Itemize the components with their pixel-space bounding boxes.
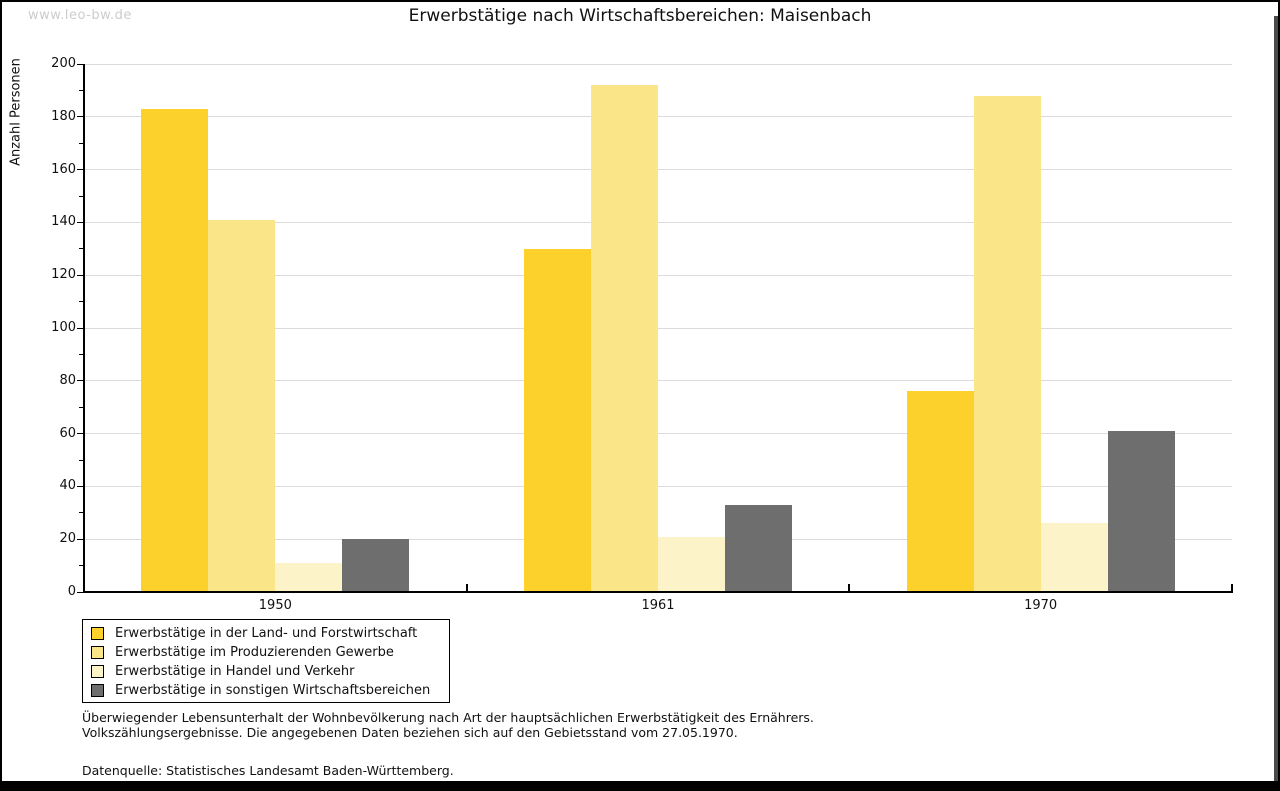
bottom-border-bar — [2, 781, 1278, 789]
footnote-line-2: Volkszählungsergebnisse. Die angegebenen… — [82, 724, 738, 740]
bar-s3-1970 — [1040, 523, 1108, 592]
legend-swatch-icon — [91, 627, 104, 640]
legend-item: Erwerbstätige im Produzierenden Gewerbe — [91, 643, 449, 662]
gridline — [84, 485, 1232, 487]
y-tick-label: 60 — [59, 425, 76, 441]
x-boundary-tick — [465, 584, 468, 591]
footnote-line-1: Überwiegender Lebensunterhalt der Wohnbe… — [82, 710, 814, 725]
y-tick-label: 140 — [51, 214, 76, 230]
bar-s1-1970 — [906, 391, 974, 592]
x-tick-label: 1950 — [258, 598, 292, 613]
y-major-tick — [77, 380, 83, 382]
gridline — [84, 221, 1232, 223]
y-major-tick — [77, 327, 83, 329]
bar-s1-1961 — [524, 248, 591, 592]
gridline — [84, 433, 1232, 435]
y-tick-label: 80 — [59, 372, 76, 388]
x-boundary-tick — [1231, 584, 1233, 591]
bar-s1-1950 — [141, 108, 209, 592]
legend-label: Erwerbstätige in Handel und Verkehr — [115, 664, 355, 679]
gridline — [84, 169, 1232, 171]
bar-s4-1961 — [725, 504, 792, 592]
y-minor-tick — [79, 512, 83, 514]
y-tick-label: 160 — [51, 161, 76, 177]
x-tick-label: 1961 — [641, 598, 675, 613]
y-major-tick — [77, 591, 83, 593]
y-minor-tick — [79, 142, 83, 144]
legend-label: Erwerbstätige im Produzierenden Gewerbe — [115, 645, 394, 660]
x-axis-line — [84, 591, 1233, 593]
y-major-tick — [77, 63, 83, 65]
y-tick-label: 100 — [51, 320, 76, 335]
data-source-line: Datenquelle: Statistisches Landesamt Bad… — [82, 763, 454, 778]
chart-title: Erwerbstätige nach Wirtschaftsbereichen:… — [408, 6, 872, 26]
bar-s2-1950 — [208, 219, 276, 592]
y-major-tick — [77, 538, 83, 540]
y-minor-tick — [79, 565, 83, 567]
y-major-tick — [77, 485, 83, 487]
footnote: Überwiegender Lebensunterhalt der Wohnbe… — [82, 710, 814, 779]
y-minor-tick — [79, 248, 83, 250]
y-tick-label: 40 — [59, 478, 76, 494]
legend-item: Erwerbstätige in Handel und Verkehr — [91, 662, 449, 681]
gridline — [84, 327, 1232, 329]
y-major-tick — [77, 274, 83, 276]
legend-label: Erwerbstätige in der Land- und Forstwirt… — [115, 626, 418, 641]
gridline — [84, 274, 1232, 276]
legend-swatch-icon — [91, 646, 104, 659]
y-tick-label: 200 — [51, 56, 76, 71]
bar-s3-1961 — [658, 536, 725, 592]
y-minor-tick — [79, 353, 83, 355]
gridline — [84, 380, 1232, 382]
y-tick-label: 0 — [67, 584, 76, 599]
x-tick-label: 1970 — [1024, 598, 1058, 613]
gridline — [84, 63, 1232, 65]
bar-s2-1970 — [973, 95, 1041, 592]
legend-item: Erwerbstätige in sonstigen Wirtschaftsbe… — [91, 681, 449, 700]
y-minor-tick — [79, 406, 83, 408]
x-boundary-tick — [848, 584, 851, 591]
y-minor-tick — [79, 89, 83, 91]
y-tick-label: 20 — [59, 531, 76, 547]
watermark: www.leo-bw.de — [28, 8, 132, 23]
y-tick-label: 120 — [51, 267, 76, 283]
bar-s2-1961 — [591, 85, 658, 592]
y-major-tick — [77, 221, 83, 223]
y-major-tick — [77, 433, 83, 435]
legend-swatch-icon — [91, 684, 104, 697]
legend: Erwerbstätige in der Land- und Forstwirt… — [82, 619, 450, 703]
y-major-tick — [77, 169, 83, 171]
right-border-bar — [1274, 16, 1278, 789]
legend-label: Erwerbstätige in sonstigen Wirtschaftsbe… — [115, 683, 431, 698]
bar-s4-1970 — [1107, 430, 1175, 592]
y-minor-tick — [79, 195, 83, 197]
y-axis-line — [83, 64, 85, 593]
legend-swatch-icon — [91, 665, 104, 678]
bar-s4-1950 — [342, 539, 410, 592]
legend-item: Erwerbstätige in der Land- und Forstwirt… — [91, 624, 449, 643]
y-major-tick — [77, 116, 83, 118]
y-minor-tick — [79, 459, 83, 461]
gridline — [84, 116, 1232, 118]
bar-s3-1950 — [275, 562, 343, 592]
y-minor-tick — [79, 301, 83, 303]
y-tick-label: 180 — [51, 108, 76, 124]
